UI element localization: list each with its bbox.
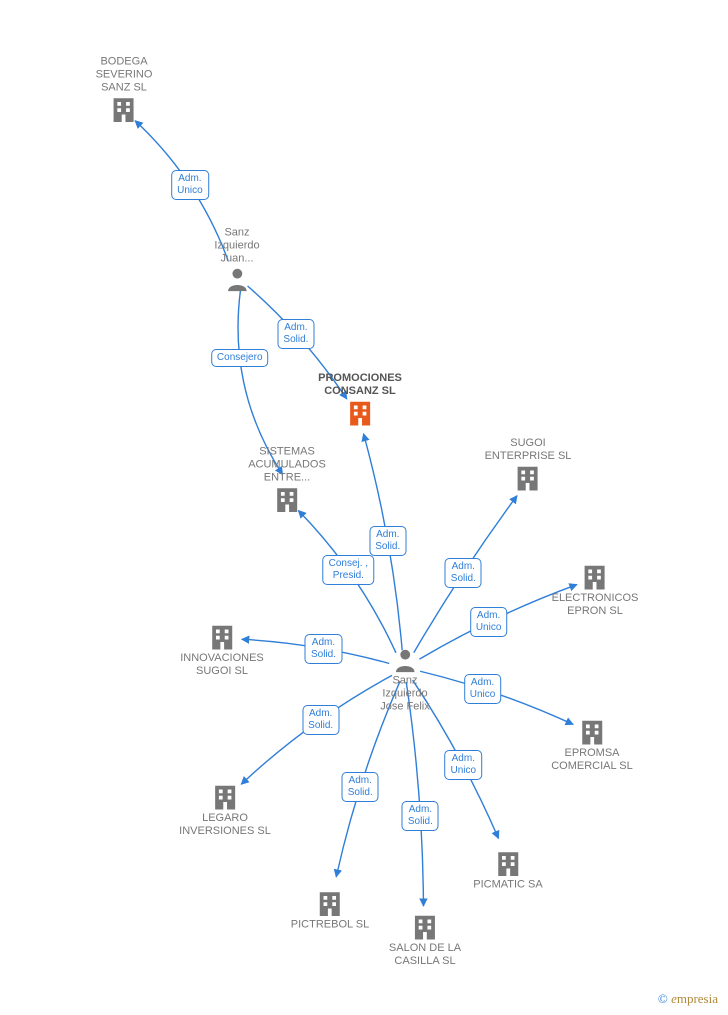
edge-label: Consej. , Presid. [323, 555, 374, 585]
person-icon [223, 266, 251, 294]
watermark: © empresia [658, 991, 718, 1007]
building-icon [580, 562, 610, 592]
edge-label: Adm. Solid. [402, 801, 439, 831]
node-epromsa[interactable]: EPROMSA COMERCIAL SL [551, 717, 633, 773]
edge-felix-salon [406, 682, 423, 906]
edge-label: Adm. Solid. [369, 526, 406, 556]
node-promociones[interactable]: PROMOCIONES CONSANZ SL [318, 372, 402, 428]
edge-label: Adm. Solid. [342, 772, 379, 802]
building-icon [345, 398, 375, 428]
edge-label: Adm. Unico [445, 750, 483, 780]
node-innovaciones[interactable]: INNOVACIONES SUGOI SL [180, 622, 264, 678]
node-felix[interactable]: Sanz Izquierdo Jose Felix [380, 647, 430, 714]
brand-rest: mpresia [677, 991, 718, 1006]
building-icon [513, 463, 543, 493]
edge-label: Adm. Solid. [305, 634, 342, 664]
node-sugoi_ent[interactable]: SUGOI ENTERPRISE SL [485, 437, 572, 493]
building-icon [410, 912, 440, 942]
building-icon [272, 485, 302, 515]
node-label: SISTEMAS ACUMULADOS ENTRE... [248, 446, 326, 485]
node-label: ELECTRONICOS EPRON SL [552, 592, 639, 618]
edges-layer [0, 0, 728, 1015]
copyright-symbol: © [658, 991, 668, 1006]
node-bodega[interactable]: BODEGA SEVERINO SANZ SL [96, 56, 153, 125]
node-electronicos[interactable]: ELECTRONICOS EPRON SL [552, 562, 639, 618]
edge-label: Adm. Unico [171, 170, 209, 200]
building-icon [207, 622, 237, 652]
node-juan[interactable]: Sanz Izquierdo Juan... [214, 227, 259, 294]
node-picmatic[interactable]: PICMATIC SA [473, 849, 542, 892]
node-label: EPROMSA COMERCIAL SL [551, 747, 633, 773]
building-icon [109, 95, 139, 125]
node-label: Sanz Izquierdo Jose Felix [380, 675, 430, 714]
node-label: INNOVACIONES SUGOI SL [180, 652, 264, 678]
node-label: PROMOCIONES CONSANZ SL [318, 372, 402, 398]
node-label: PICTREBOL SL [291, 919, 369, 932]
building-icon [577, 717, 607, 747]
node-label: Sanz Izquierdo Juan... [214, 227, 259, 266]
edge-label: Adm. Solid. [445, 558, 482, 588]
node-label: SUGOI ENTERPRISE SL [485, 437, 572, 463]
edge-label: Adm. Unico [470, 607, 508, 637]
node-pictrebol[interactable]: PICTREBOL SL [291, 889, 369, 932]
node-label: PICMATIC SA [473, 879, 542, 892]
node-legaro[interactable]: LEGARO INVERSIONES SL [179, 782, 271, 838]
node-salon[interactable]: SALON DE LA CASILLA SL [389, 912, 461, 968]
building-icon [315, 889, 345, 919]
network-canvas: BODEGA SEVERINO SANZ SL Sanz Izquierdo J… [0, 0, 728, 1015]
node-label: BODEGA SEVERINO SANZ SL [96, 56, 153, 95]
person-icon [391, 647, 419, 675]
edge-label: Adm. Unico [464, 674, 502, 704]
edge-label: Consejero [211, 349, 269, 367]
building-icon [493, 849, 523, 879]
node-label: LEGARO INVERSIONES SL [179, 812, 271, 838]
node-sistemas[interactable]: SISTEMAS ACUMULADOS ENTRE... [248, 446, 326, 515]
building-icon [210, 782, 240, 812]
edge-label: Adm. Solid. [277, 319, 314, 349]
edge-label: Adm. Solid. [302, 705, 339, 735]
node-label: SALON DE LA CASILLA SL [389, 942, 461, 968]
